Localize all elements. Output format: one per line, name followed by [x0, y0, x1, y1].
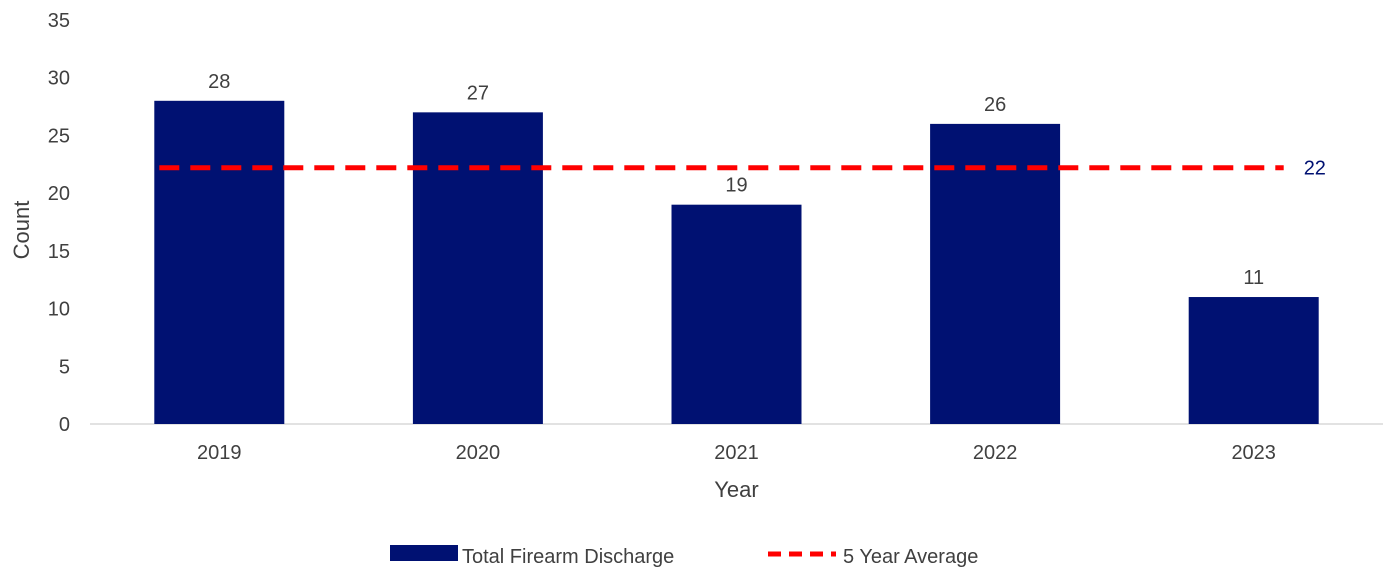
bar-value-label: 28	[208, 71, 230, 93]
bar-value-label: 27	[467, 82, 489, 104]
x-axis-ticks: 2019 2020 2021 2022 2023	[197, 442, 1276, 464]
y-tick-label: 25	[48, 125, 70, 147]
x-tick-label: 2019	[197, 442, 242, 464]
bar-value-label: 26	[984, 94, 1006, 116]
bar	[930, 123, 1061, 424]
bar	[1188, 297, 1319, 424]
bar-value-label: 11	[1243, 267, 1264, 289]
x-tick-label: 2022	[973, 442, 1018, 464]
legend-average-label: 5 Year Average	[843, 546, 978, 568]
bar-value-label: 19	[725, 175, 747, 197]
y-tick-label: 30	[48, 68, 70, 90]
bar	[412, 112, 543, 424]
legend-bar-swatch	[390, 545, 458, 561]
bars	[154, 100, 1319, 425]
bar	[154, 100, 285, 425]
legend-bar-label: Total Firearm Discharge	[462, 546, 674, 568]
y-tick-label: 35	[48, 10, 70, 32]
x-tick-label: 2021	[714, 442, 759, 464]
x-axis-title: Year	[714, 477, 758, 502]
y-axis-ticks: 0 5 10 15 20 25 30 35	[48, 10, 70, 436]
y-tick-label: 5	[59, 356, 70, 378]
y-tick-label: 0	[59, 414, 70, 436]
y-axis-title: Count	[9, 201, 34, 260]
bar	[671, 204, 802, 424]
legend: Total Firearm Discharge 5 Year Average	[390, 545, 978, 568]
five-year-average-label: 22	[1304, 158, 1326, 180]
bar-data-labels: 28 27 19 26 11	[208, 71, 1264, 289]
y-tick-label: 10	[48, 299, 70, 321]
x-tick-label: 2023	[1231, 442, 1276, 464]
y-tick-label: 20	[48, 183, 70, 205]
y-tick-label: 15	[48, 241, 70, 263]
x-tick-label: 2020	[456, 442, 501, 464]
